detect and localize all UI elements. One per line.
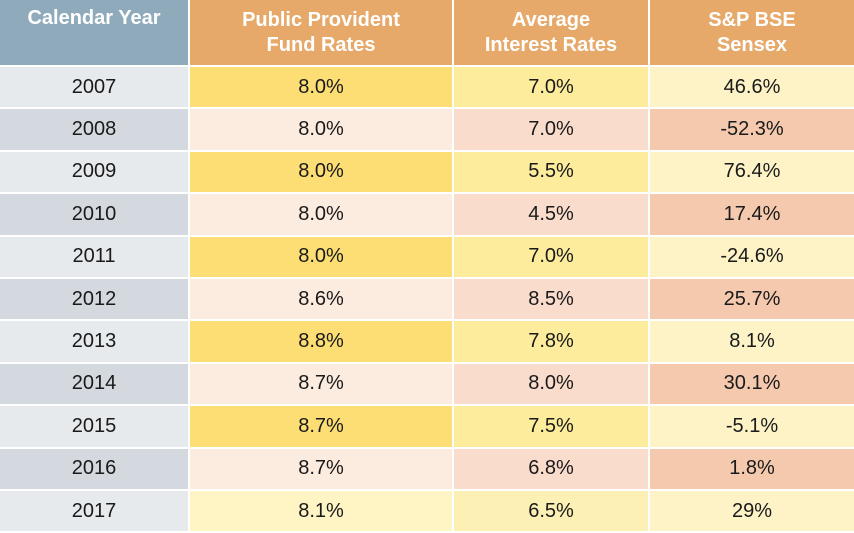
header-ppf-rates: Public Provident Fund Rates [190, 0, 454, 67]
ppf-rate-cell: 8.0% [190, 194, 454, 237]
avg-rate-cell: 6.5% [454, 490, 650, 533]
avg-rate-cell: 4.5% [454, 194, 650, 237]
header-average-interest-rates: Average Interest Rates [454, 0, 650, 67]
table-row: 2009 8.0% 5.5% 76.4% [0, 151, 854, 195]
ppf-rate-cell: 8.1% [190, 490, 454, 533]
avg-rate-cell: 5.5% [454, 151, 650, 195]
bse-sensex-cell: 46.6% [650, 67, 854, 110]
header-calendar-year-label: Calendar Year [27, 7, 161, 29]
bse-sensex-cell: 76.4% [650, 151, 854, 195]
year-cell: 2013 [0, 321, 190, 364]
header-bse-line2: Sensex [716, 33, 788, 56]
header-avg-line1: Average [511, 8, 591, 31]
avg-rate-cell: 7.0% [454, 236, 650, 279]
table-body: 2007 8.0% 7.0% 46.6% 2008 8.0% 7.0% -52.… [0, 67, 854, 533]
bse-sensex-cell: 1.8% [650, 448, 854, 491]
avg-rate-cell: 7.5% [454, 406, 650, 449]
ppf-rate-cell: 8.0% [190, 109, 454, 152]
header-ppf-line2: Fund Rates [266, 33, 376, 56]
table-row: 2011 8.0% 7.0% -24.6% [0, 236, 854, 279]
year-cell: 2008 [0, 109, 190, 152]
table-row: 2015 8.7% 7.5% -5.1% [0, 406, 854, 449]
table-row: 2017 8.1% 6.5% 29% [0, 490, 854, 533]
ppf-rate-cell: 8.7% [190, 448, 454, 491]
ppf-rate-cell: 8.7% [190, 406, 454, 449]
year-cell: 2012 [0, 278, 190, 322]
table-row: 2013 8.8% 7.8% 8.1% [0, 321, 854, 364]
ppf-rate-cell: 8.0% [190, 236, 454, 279]
header-row: Calendar Year Public Provident Fund Rate… [0, 0, 854, 67]
bse-sensex-cell: 30.1% [650, 363, 854, 407]
table-row: 2010 8.0% 4.5% 17.4% [0, 194, 854, 237]
avg-rate-cell: 7.0% [454, 67, 650, 110]
year-cell: 2009 [0, 151, 190, 195]
year-cell: 2011 [0, 236, 190, 279]
year-cell: 2016 [0, 448, 190, 491]
header-calendar-year: Calendar Year [0, 0, 190, 67]
table-row: 2008 8.0% 7.0% -52.3% [0, 109, 854, 152]
bse-sensex-cell: -5.1% [650, 406, 854, 449]
header-avg-line2: Interest Rates [484, 33, 618, 56]
ppf-rate-cell: 8.0% [190, 67, 454, 110]
avg-rate-cell: 7.0% [454, 109, 650, 152]
ppf-rate-cell: 8.6% [190, 278, 454, 322]
year-cell: 2015 [0, 406, 190, 449]
header-bse-line1: S&P BSE [708, 8, 796, 31]
header-ppf-line1: Public Provident [242, 8, 400, 31]
bse-sensex-cell: -52.3% [650, 109, 854, 152]
table-row: 2012 8.6% 8.5% 25.7% [0, 278, 854, 322]
table-row: 2007 8.0% 7.0% 46.6% [0, 67, 854, 110]
year-cell: 2007 [0, 67, 190, 110]
table-row: 2014 8.7% 8.0% 30.1% [0, 363, 854, 407]
ppf-rate-cell: 8.7% [190, 363, 454, 407]
avg-rate-cell: 8.0% [454, 363, 650, 407]
header-bse-sensex: S&P BSE Sensex [650, 0, 854, 67]
bse-sensex-cell: 29% [650, 490, 854, 533]
bse-sensex-cell: 17.4% [650, 194, 854, 237]
ppf-rate-cell: 8.0% [190, 151, 454, 195]
year-cell: 2014 [0, 363, 190, 407]
year-cell: 2010 [0, 194, 190, 237]
avg-rate-cell: 7.8% [454, 321, 650, 364]
table-row: 2016 8.7% 6.8% 1.8% [0, 448, 854, 491]
avg-rate-cell: 6.8% [454, 448, 650, 491]
year-cell: 2017 [0, 490, 190, 533]
bse-sensex-cell: -24.6% [650, 236, 854, 279]
table-header: Calendar Year Public Provident Fund Rate… [0, 0, 854, 67]
bse-sensex-cell: 8.1% [650, 321, 854, 364]
ppf-rate-cell: 8.8% [190, 321, 454, 364]
bse-sensex-cell: 25.7% [650, 278, 854, 322]
avg-rate-cell: 8.5% [454, 278, 650, 322]
